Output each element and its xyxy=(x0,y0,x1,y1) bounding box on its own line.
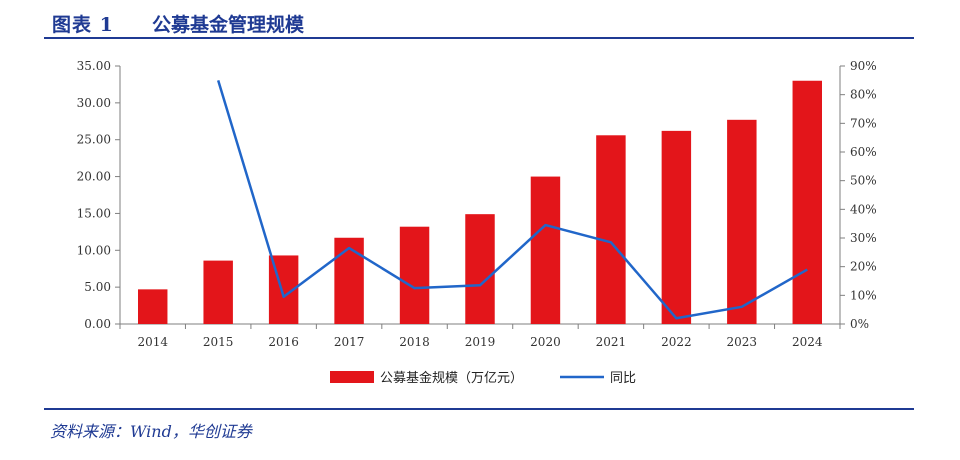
bar xyxy=(596,135,626,324)
figure-header: 图表 1 公募基金管理规模 xyxy=(52,8,912,36)
figure-label: 图表 1 xyxy=(52,14,114,36)
y-tick-label-left: 20.00 xyxy=(77,170,111,184)
line-series xyxy=(216,79,808,320)
y-tick-label-right: 90% xyxy=(850,59,877,73)
chart-axes: 0.00 5.00 10.00 15.00 20.00 25.00 30.00 35.00 0%… xyxy=(77,59,877,349)
bar xyxy=(530,176,561,324)
y-tick-label-right: 30% xyxy=(850,231,877,245)
y-tick-label-right: 80% xyxy=(850,88,877,102)
y-tick-label-right: 20% xyxy=(850,260,877,274)
x-tick-label: 2023 xyxy=(727,335,758,349)
x-tick-label: 2016 xyxy=(268,335,299,349)
bar xyxy=(399,226,430,324)
bar xyxy=(661,130,692,324)
y-tick-label-left: 10.00 xyxy=(77,243,111,257)
x-tick-label: 2018 xyxy=(399,335,430,349)
bar xyxy=(138,289,168,324)
legend-bar-swatch xyxy=(330,371,374,383)
y-tick-label-right: 70% xyxy=(850,116,877,130)
y-tick-label-left: 0.00 xyxy=(84,317,111,331)
bar-series xyxy=(138,80,822,324)
y-tick-label-left: 15.00 xyxy=(77,206,111,220)
bar xyxy=(727,119,757,324)
chart-legend: 公募基金规模（万亿元） 同比 xyxy=(330,370,636,386)
x-tick-label: 2019 xyxy=(465,335,496,349)
chart-canvas: 0.00 5.00 10.00 15.00 20.00 25.00 30.00 35.00 0%… xyxy=(77,59,877,386)
top-divider xyxy=(44,37,914,39)
source-note: 资料来源：Wind，华创证券 xyxy=(50,422,252,441)
bottom-divider xyxy=(44,408,914,410)
bar xyxy=(792,80,822,324)
x-tick-label: 2021 xyxy=(596,335,627,349)
y-tick-label-left: 35.00 xyxy=(77,59,111,73)
x-tick-label: 2022 xyxy=(661,335,692,349)
y-tick-label-right: 40% xyxy=(850,202,877,216)
y-tick-label-right: 10% xyxy=(850,288,877,302)
y-tick-label-right: 0% xyxy=(850,317,869,331)
bar xyxy=(203,260,233,324)
bar xyxy=(465,214,495,324)
legend-bar-label: 公募基金规模（万亿元） xyxy=(380,370,523,386)
x-tick-label: 2015 xyxy=(203,335,234,349)
y-tick-label-left: 5.00 xyxy=(84,280,111,294)
x-tick-label: 2014 xyxy=(137,335,168,349)
x-tick-label: 2024 xyxy=(792,335,823,349)
x-tick-label: 2020 xyxy=(530,335,561,349)
figure-title: 公募基金管理规模 xyxy=(152,14,305,36)
x-tick-label: 2017 xyxy=(334,335,365,349)
bar xyxy=(334,237,364,324)
y-tick-label-left: 25.00 xyxy=(77,133,111,147)
y-tick-label-left: 30.00 xyxy=(77,96,111,110)
yoy-line xyxy=(216,79,808,320)
y-tick-label-right: 50% xyxy=(850,174,877,188)
legend-line-label: 同比 xyxy=(610,371,636,386)
y-tick-label-right: 60% xyxy=(850,145,877,159)
